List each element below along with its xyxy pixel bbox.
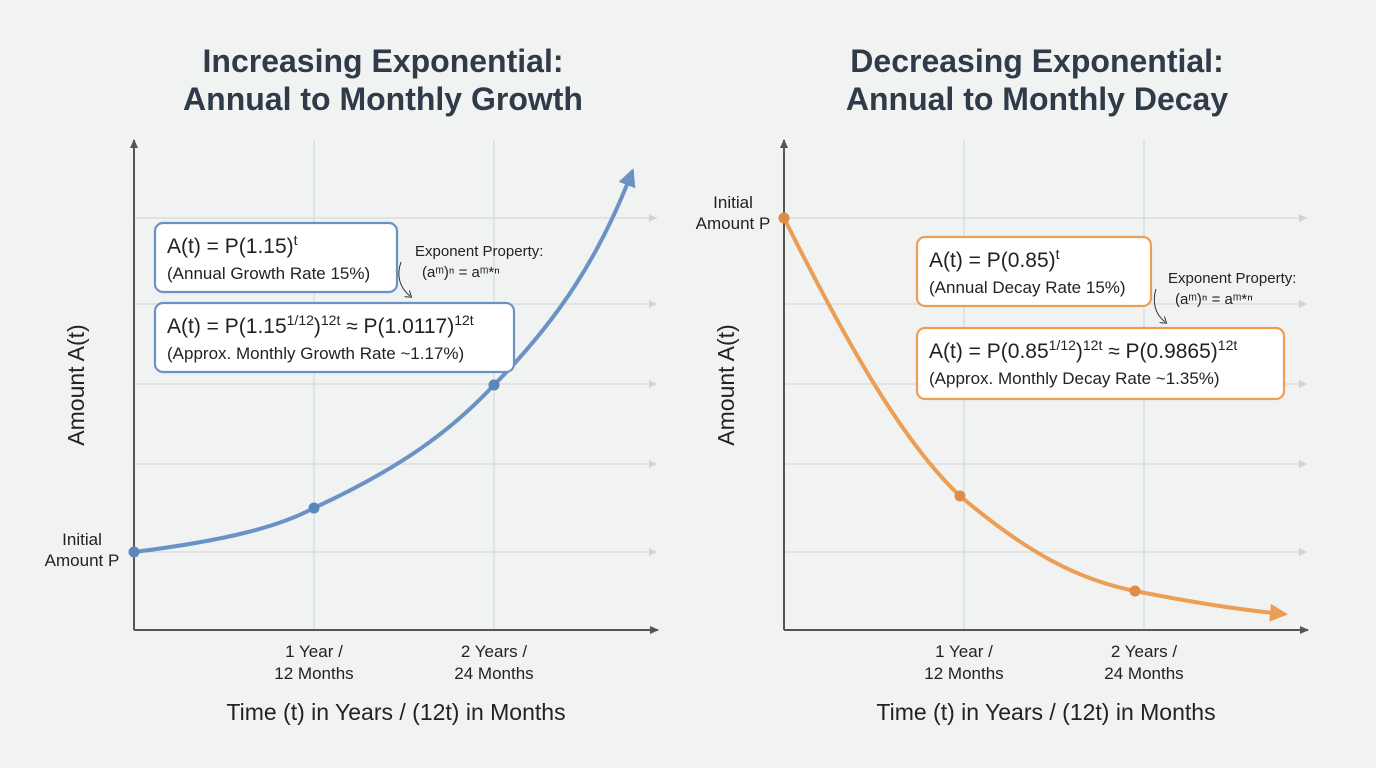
y-axis-label: Amount A(t) [63, 324, 89, 445]
initial-label: Amount P [696, 214, 771, 233]
x-tick-label: 2 Years / [1111, 642, 1177, 661]
x-tick-label: 1 Year / [285, 642, 343, 661]
formula-part: A(t) = P(1.15 [167, 315, 287, 338]
initial-label: Amount P [45, 551, 120, 570]
point [954, 490, 966, 502]
superscript: t [1056, 246, 1060, 262]
formula-note: (Approx. Monthly Decay Rate ~1.35%) [929, 369, 1220, 388]
x-tick-label: 12 Months [924, 664, 1003, 683]
initial-label: Initial [62, 530, 102, 549]
formula-box [153, 301, 516, 374]
formula-note: (Annual Decay Rate 15%) [929, 278, 1126, 297]
point [778, 212, 790, 224]
x-tick-label: 12 Months [274, 664, 353, 683]
formula-part: ≈ P(0.9865) [1102, 340, 1217, 363]
curve [132, 168, 636, 554]
formula-box [915, 235, 1153, 308]
y-axis-label: Amount A(t) [713, 324, 739, 445]
point [308, 502, 320, 514]
x-axis-label: Time (t) in Years / (12t) in Months [226, 699, 565, 725]
formula-part: A(t) = P(1.15) [167, 235, 294, 258]
property-arrow [398, 261, 410, 296]
x-tick-label: 24 Months [454, 664, 533, 683]
formula-part: A(t) = P(0.85 [929, 340, 1049, 363]
property-arrow [1153, 288, 1165, 322]
formula-note: (Approx. Monthly Growth Rate ~1.17%) [167, 344, 464, 363]
point [128, 546, 140, 558]
x-tick-label: 2 Years / [461, 642, 527, 661]
property-rule: (aᵐ)ⁿ = aᵐ*ⁿ [1175, 291, 1253, 308]
superscript: 12t [321, 312, 341, 328]
superscript: 12t [454, 312, 474, 328]
point [1129, 585, 1141, 597]
point [488, 379, 500, 391]
curve [782, 216, 1288, 622]
superscript: 12t [1218, 337, 1238, 353]
formula-part: A(t) = P(0.85) [929, 249, 1056, 272]
property-heading: Exponent Property: [415, 243, 543, 260]
panel-title: Annual to Monthly Decay [846, 81, 1228, 117]
panel-title: Increasing Exponential: [203, 43, 564, 79]
superscript: 1/12 [1049, 337, 1076, 353]
formula-box [915, 326, 1286, 401]
formula: A(t) = P(0.851/12)12t ≈ P(0.9865)12t [929, 337, 1237, 363]
initial-label: Initial [713, 193, 753, 212]
panel-title: Decreasing Exponential: [850, 43, 1223, 79]
panel-title: Annual to Monthly Growth [183, 81, 583, 117]
formula-part: ) [314, 315, 321, 338]
formula: A(t) = P(1.151/12)12t ≈ P(1.0117)12t [167, 312, 474, 338]
superscript: 1/12 [287, 312, 314, 328]
formula: A(t) = P(1.15)t [167, 232, 298, 258]
superscript: t [294, 232, 298, 248]
property-heading: Exponent Property: [1168, 270, 1296, 287]
formula-part: ≈ P(1.0117) [340, 315, 454, 338]
property-rule: (aᵐ)ⁿ = aᵐ*ⁿ [422, 264, 500, 281]
superscript: 12t [1083, 337, 1103, 353]
formula-note: (Annual Growth Rate 15%) [167, 264, 370, 283]
x-tick-label: 24 Months [1104, 664, 1183, 683]
x-tick-label: 1 Year / [935, 642, 993, 661]
formula: A(t) = P(0.85)t [929, 246, 1060, 272]
formula-part: ) [1076, 340, 1083, 363]
x-axis-label: Time (t) in Years / (12t) in Months [876, 699, 1215, 725]
formula-box [153, 221, 399, 294]
